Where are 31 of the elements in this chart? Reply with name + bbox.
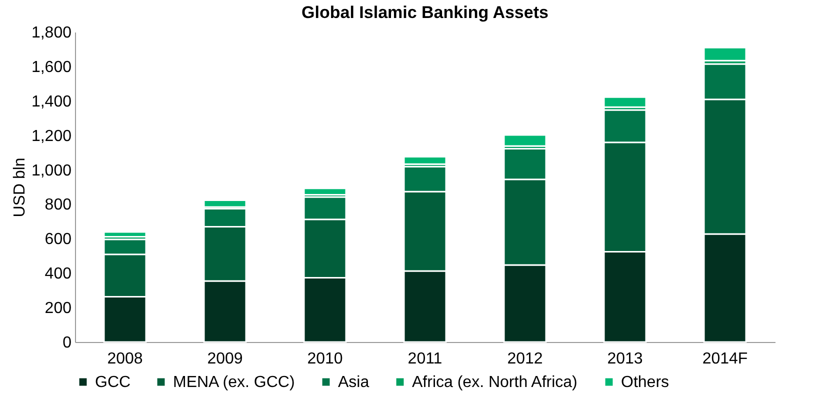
y-axis-title: USD bln — [11, 158, 28, 218]
legend-label: GCC — [95, 374, 131, 391]
legend-label: MENA (ex. GCC) — [173, 374, 295, 391]
x-tick-label: 2009 — [207, 350, 243, 368]
y-tick-label: 1,400 — [31, 93, 72, 110]
legend-label: Asia — [338, 374, 370, 391]
legend-label: Africa (ex. North Africa) — [412, 374, 578, 391]
y-tick-label: 1,200 — [31, 128, 72, 145]
y-tick-label: 600 — [44, 231, 72, 248]
y-tick-label: 800 — [44, 196, 72, 214]
y-tick-label: 400 — [44, 266, 72, 283]
chart-title: Global Islamic Banking Assets — [302, 3, 548, 22]
y-tick-label: 1,800 — [31, 24, 72, 42]
y-tick-label: 1,000 — [31, 162, 72, 180]
bar — [603, 96, 647, 108]
x-tick-label: 2011 — [408, 350, 442, 368]
x-tick-label: 2010 — [307, 350, 343, 368]
x-tick-label: 2013 — [607, 350, 643, 368]
y-tick-label: 0 — [62, 334, 72, 352]
legend-label: Others — [621, 374, 670, 391]
bar — [203, 200, 247, 208]
bar — [403, 156, 447, 165]
bar — [503, 134, 547, 147]
y-tick-label: 200 — [44, 300, 72, 318]
x-tick-label: 2012 — [507, 350, 543, 368]
bar — [303, 188, 347, 196]
bar — [103, 231, 147, 238]
x-tick-label: 2008 — [107, 350, 143, 368]
x-tick-label: 2014F — [702, 350, 748, 368]
bar — [703, 46, 747, 62]
y-tick-label: 1,600 — [31, 58, 72, 76]
